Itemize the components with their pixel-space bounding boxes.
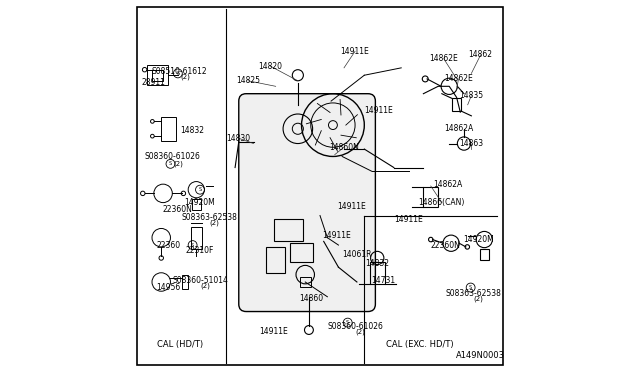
Bar bbox=[161, 117, 176, 141]
Text: 14061R: 14061R bbox=[342, 250, 372, 259]
Text: S: S bbox=[169, 161, 172, 166]
Text: 14911E: 14911E bbox=[394, 215, 423, 224]
Text: S: S bbox=[469, 285, 472, 290]
Bar bbox=[452, 98, 461, 111]
Text: 14920M: 14920M bbox=[184, 198, 216, 207]
Text: 14862E: 14862E bbox=[429, 54, 458, 63]
Text: 14862A: 14862A bbox=[444, 124, 473, 133]
Text: 14866(CAN): 14866(CAN) bbox=[419, 198, 465, 207]
Text: 28911: 28911 bbox=[142, 78, 166, 87]
Text: 22310F: 22310F bbox=[186, 246, 214, 255]
Text: 14862: 14862 bbox=[468, 51, 493, 60]
Text: CAL (EXC. HD/T): CAL (EXC. HD/T) bbox=[386, 340, 454, 349]
Text: 14830: 14830 bbox=[226, 134, 250, 142]
Text: 14911E: 14911E bbox=[340, 47, 369, 56]
Bar bbox=[147, 65, 168, 86]
Text: S08510-61612: S08510-61612 bbox=[152, 67, 207, 76]
Text: 14956: 14956 bbox=[157, 283, 180, 292]
Text: 22360N: 22360N bbox=[163, 205, 193, 215]
Text: S08360-51014: S08360-51014 bbox=[172, 276, 228, 285]
Text: S: S bbox=[198, 187, 202, 192]
Bar bbox=[192, 199, 201, 210]
Bar bbox=[191, 227, 202, 249]
Text: (2): (2) bbox=[200, 282, 211, 289]
Text: 22360: 22360 bbox=[157, 241, 180, 250]
Text: 14832: 14832 bbox=[365, 259, 389, 268]
Text: S: S bbox=[191, 243, 195, 248]
Text: 14911E: 14911E bbox=[337, 202, 365, 211]
Text: (2): (2) bbox=[474, 295, 484, 302]
Bar bbox=[152, 70, 163, 81]
Text: 14862A: 14862A bbox=[433, 180, 462, 189]
Text: 14911E: 14911E bbox=[365, 106, 394, 115]
Text: 14863: 14863 bbox=[460, 139, 483, 148]
Text: 14832: 14832 bbox=[180, 126, 205, 135]
Text: A149N0003: A149N0003 bbox=[456, 351, 505, 360]
Text: S: S bbox=[346, 320, 349, 325]
Text: 14820: 14820 bbox=[258, 61, 282, 71]
Text: 14911E: 14911E bbox=[259, 327, 288, 336]
Text: 14862E: 14862E bbox=[444, 74, 473, 83]
Bar bbox=[300, 278, 311, 286]
Text: S08363-62538: S08363-62538 bbox=[445, 289, 501, 298]
Text: 14911E: 14911E bbox=[323, 231, 351, 240]
Text: (2): (2) bbox=[210, 220, 220, 226]
FancyBboxPatch shape bbox=[239, 94, 376, 311]
Text: 14825: 14825 bbox=[236, 76, 260, 85]
Text: (2): (2) bbox=[180, 74, 190, 80]
Bar bbox=[480, 249, 489, 260]
Text: S08360-61026: S08360-61026 bbox=[145, 152, 200, 161]
Text: (2): (2) bbox=[356, 328, 365, 335]
Text: S08363-62538: S08363-62538 bbox=[181, 213, 237, 222]
Text: 14860: 14860 bbox=[299, 294, 323, 303]
Bar bbox=[424, 187, 438, 207]
Bar bbox=[274, 219, 303, 241]
Text: 22360N: 22360N bbox=[431, 241, 460, 250]
Bar bbox=[370, 262, 385, 284]
Text: 14860N: 14860N bbox=[329, 143, 359, 152]
Bar bbox=[182, 275, 188, 289]
Text: CAL (HD/T): CAL (HD/T) bbox=[157, 340, 203, 349]
Text: 14731: 14731 bbox=[371, 276, 395, 285]
Text: S: S bbox=[176, 71, 179, 76]
Bar bbox=[266, 247, 285, 273]
Text: S08360-61026: S08360-61026 bbox=[327, 322, 383, 331]
Text: 14920M: 14920M bbox=[463, 235, 494, 244]
Bar bbox=[291, 243, 312, 262]
Text: (2): (2) bbox=[173, 161, 183, 167]
Text: 14835: 14835 bbox=[460, 91, 483, 100]
